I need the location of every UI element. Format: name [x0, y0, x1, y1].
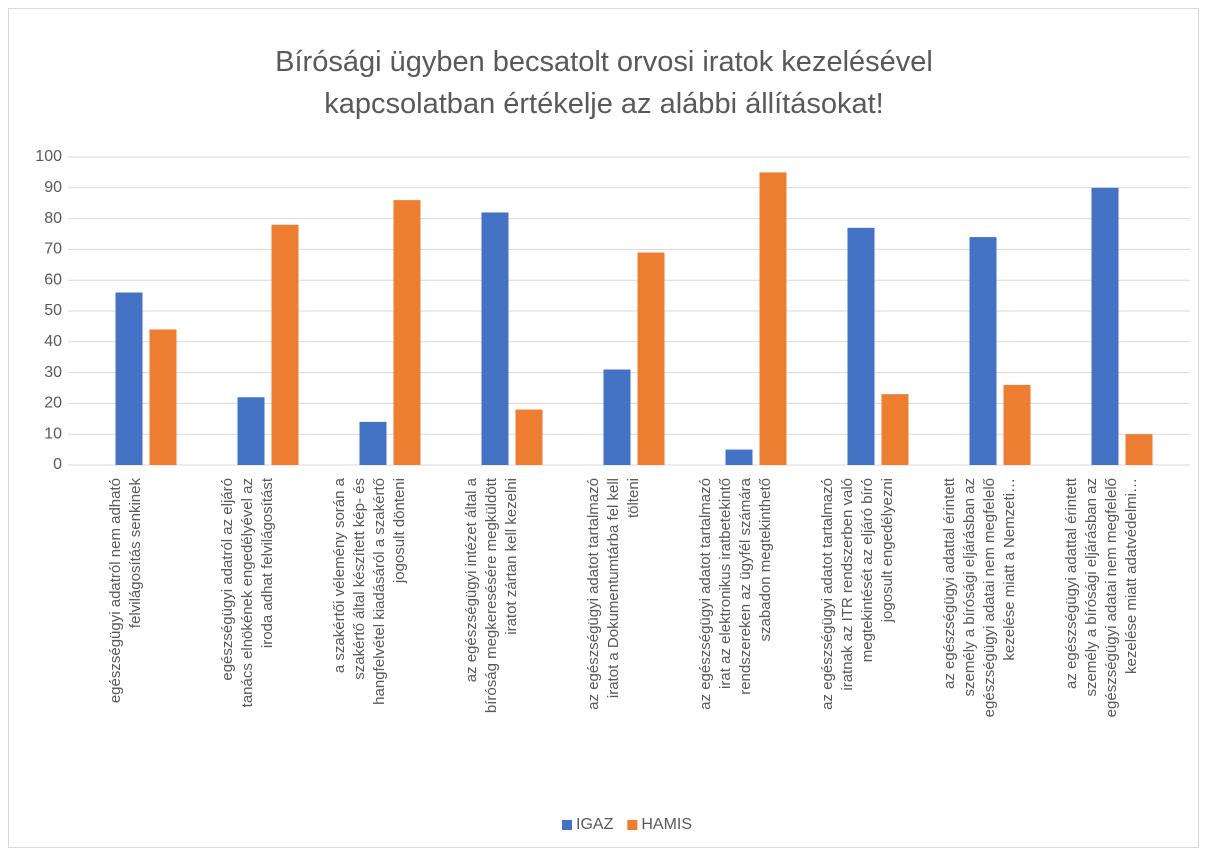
bar	[637, 252, 665, 465]
y-tick-label: 90	[44, 179, 62, 196]
bar	[847, 227, 875, 465]
y-tick-label: 20	[44, 395, 62, 412]
legend-label: HAMIS	[641, 816, 692, 833]
bar	[149, 329, 177, 465]
y-tick-label: 60	[44, 271, 62, 288]
bar	[881, 394, 909, 465]
bar	[481, 212, 509, 465]
bar	[603, 369, 631, 465]
y-tick-label: 70	[44, 241, 62, 258]
bar	[969, 237, 997, 465]
x-tick-label: az egészségügyi adattal érintett személy …	[1063, 477, 1140, 717]
bar	[1003, 384, 1031, 465]
bar	[515, 409, 543, 465]
x-tick-label: az egészségügyi adatot tartalmazó iratnak…	[819, 478, 896, 710]
chart-title: Bírósági ügyben becsatolt orvosi iratok …	[275, 46, 933, 120]
legend-swatch	[627, 820, 638, 830]
y-tick-label: 10	[44, 425, 62, 442]
bar	[725, 449, 753, 465]
bar	[237, 397, 265, 465]
bar	[759, 172, 787, 465]
y-tick-label: 40	[44, 333, 62, 350]
x-tick-label: egészségügyi adatról nem adható felvilágo…	[107, 478, 144, 704]
y-tick-label: 80	[44, 210, 62, 227]
x-tick-label: az egészségügyi adattal érintett személy …	[941, 477, 1018, 717]
x-tick-label: egészségügyi adatról az eljáró tanács eln…	[219, 477, 276, 707]
legend-swatch	[562, 820, 572, 830]
y-tick-label: 50	[44, 302, 62, 319]
x-tick-label: az egészségügyi adatot tartalmazó irat az…	[697, 477, 774, 709]
x-tick-label: a szakértői vélemény során a szakértő ált…	[331, 477, 408, 704]
legend-label: IGAZ	[576, 816, 614, 833]
bar	[393, 200, 421, 465]
bar	[115, 292, 143, 465]
bar	[1125, 434, 1153, 465]
bar	[1091, 187, 1119, 466]
bar	[271, 224, 299, 465]
x-tick-label: az egészségügyi adatot tartalmazó iratot …	[585, 478, 642, 710]
y-tick-label: 100	[35, 148, 62, 165]
x-tick-label: az egészségügyi intézet által a bíróság m…	[463, 477, 520, 713]
y-tick-label: 30	[44, 364, 62, 381]
y-tick-label: 0	[53, 456, 62, 473]
bar	[359, 421, 387, 465]
